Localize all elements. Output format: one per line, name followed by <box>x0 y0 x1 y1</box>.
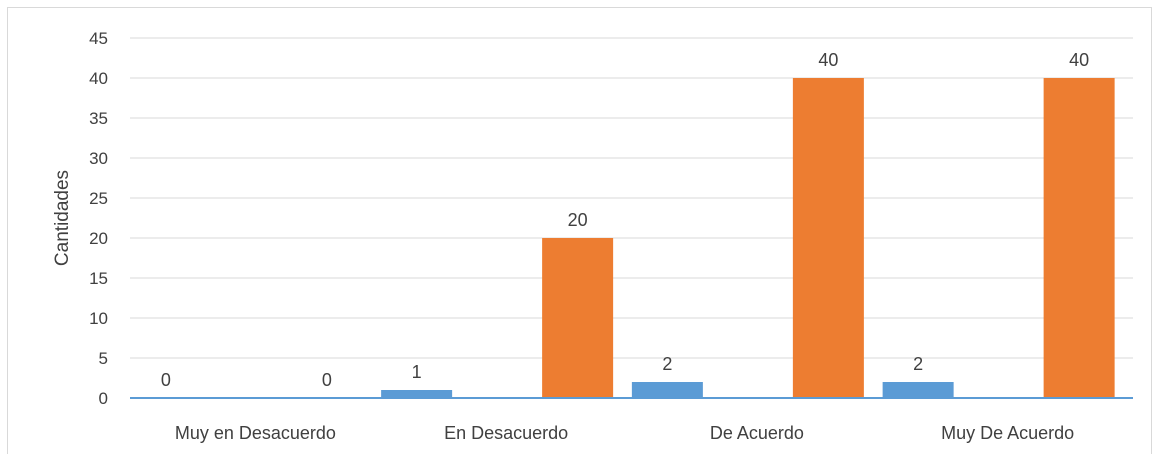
bar <box>1043 78 1115 398</box>
bar <box>381 390 453 398</box>
y-tick-label: 5 <box>99 349 108 368</box>
bar <box>631 382 703 398</box>
y-tick-label: 30 <box>89 149 108 168</box>
bar <box>542 238 614 398</box>
gridlines <box>130 37 1133 359</box>
data-label: 40 <box>1069 50 1089 70</box>
y-tick-label: 40 <box>89 69 108 88</box>
x-axis-categories: Muy en Desacuerdo En Desacuerdo De Acuerdo… <box>175 423 1074 443</box>
bars <box>381 78 1115 398</box>
data-label: 40 <box>818 50 838 70</box>
y-tick-label: 20 <box>89 229 108 248</box>
y-axis-ticks: 0 5 10 15 20 25 30 35 40 45 <box>89 29 108 408</box>
y-tick-label: 35 <box>89 109 108 128</box>
bar <box>882 382 954 398</box>
data-label: 1 <box>412 362 422 382</box>
y-tick-label: 10 <box>89 309 108 328</box>
data-label: 2 <box>913 354 923 374</box>
data-label: 0 <box>161 370 171 390</box>
bar <box>792 78 864 398</box>
x-category-label: En Desacuerdo <box>444 423 568 443</box>
y-tick-label: 45 <box>89 29 108 48</box>
x-category-label: De Acuerdo <box>710 423 804 443</box>
y-tick-label: 25 <box>89 189 108 208</box>
data-label: 20 <box>568 210 588 230</box>
y-axis-title: Cantidades <box>52 170 73 266</box>
x-category-label: Muy en Desacuerdo <box>175 423 336 443</box>
data-label: 2 <box>662 354 672 374</box>
data-label: 0 <box>322 370 332 390</box>
y-tick-label: 0 <box>99 389 108 408</box>
x-category-label: Muy De Acuerdo <box>941 423 1074 443</box>
y-tick-label: 15 <box>89 269 108 288</box>
